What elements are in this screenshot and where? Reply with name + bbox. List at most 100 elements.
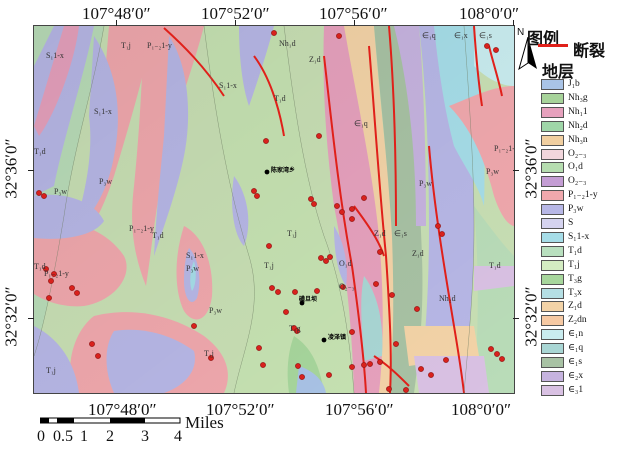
legend-code: Z₂dn bbox=[568, 315, 587, 326]
unit-label: Nh₁d bbox=[279, 39, 296, 48]
legend-item: ∈₁s bbox=[541, 357, 617, 369]
unit-label: ∈₁q bbox=[354, 119, 368, 128]
north-arrow-icon bbox=[518, 37, 537, 71]
legend-swatch bbox=[541, 384, 564, 396]
unit-label: S₁1-x bbox=[219, 81, 237, 90]
legend-code: ∈₁s bbox=[568, 357, 583, 367]
legend-swatch bbox=[541, 204, 564, 216]
unit-label: T₁j bbox=[204, 349, 214, 358]
legend-item: P₃w bbox=[541, 204, 617, 216]
unit-label: P₁₋₂1-y bbox=[494, 144, 514, 153]
legend-swatch bbox=[541, 315, 564, 327]
right-coord-2: 32°32′0″ bbox=[521, 286, 541, 347]
legend-code: T₁j bbox=[568, 259, 580, 270]
legend-item: ∈₃1 bbox=[541, 384, 617, 397]
tick-right-1 bbox=[513, 170, 519, 171]
legend-title: 图例 bbox=[527, 29, 560, 48]
legend-swatch bbox=[541, 259, 564, 271]
unit-label: O₁d bbox=[339, 259, 352, 268]
unit-label: O₂₋₃ bbox=[339, 282, 355, 291]
scale-label-4: 4 bbox=[174, 428, 182, 445]
unit-label: P₁₋₂1-y bbox=[147, 41, 172, 50]
tick-top-3 bbox=[354, 20, 355, 26]
formation-boundaries bbox=[34, 26, 475, 393]
unit-label-group: T₁j P₁₋₂1-y S₁1-x Nh₁d Z₁d ∈₁q ∈₁x ∈₁s T₁d S₁1-x P… bbox=[34, 31, 514, 375]
place-label-huangdanba: 磺旦坝 bbox=[299, 295, 317, 303]
tick-left-1 bbox=[28, 170, 34, 171]
unit-label: S₁1-x bbox=[186, 251, 204, 260]
unit-label: P₃w bbox=[419, 179, 432, 188]
unit-label: T₁d bbox=[34, 147, 46, 156]
legend-item: ∈₁n bbox=[541, 329, 617, 341]
right-coord-1: 32°36′0″ bbox=[521, 138, 541, 199]
scale-label-0-5: 0.5 bbox=[53, 428, 73, 445]
scale-unit: Miles bbox=[185, 413, 224, 432]
scale-label-1: 1 bbox=[80, 428, 88, 445]
legend-item: O₂₋₃ bbox=[541, 176, 617, 188]
unit-label: P₃w bbox=[186, 264, 199, 273]
unit-label: T₁j bbox=[287, 229, 297, 238]
unit-label: Z₁d bbox=[412, 249, 424, 258]
legend-item: S bbox=[541, 218, 617, 230]
scale-label-0: 0 bbox=[37, 428, 45, 445]
unit-label: ∈₁q bbox=[422, 31, 436, 40]
legend-code: ∈₁q bbox=[568, 343, 584, 354]
legend-swatch bbox=[541, 370, 564, 382]
scale-label-3: 3 bbox=[141, 428, 149, 445]
legend-swatch bbox=[541, 245, 564, 257]
tick-top-1 bbox=[116, 20, 117, 26]
legend-code: ∈₂x bbox=[568, 370, 584, 381]
legend-code: Nh₂d bbox=[568, 120, 588, 131]
legend-code: ∈₁n bbox=[568, 329, 584, 340]
legend-item: ∈₂x bbox=[541, 370, 617, 383]
legend-code: O₂₋₃ bbox=[568, 148, 587, 159]
tick-right-2 bbox=[513, 318, 519, 319]
legend-code: P₁₋₂1-y bbox=[568, 190, 598, 201]
legend-code: ∈₃1 bbox=[568, 384, 584, 395]
scale-bar bbox=[39, 412, 190, 424]
unit-label: T₁d bbox=[34, 262, 46, 271]
legend-swatch bbox=[541, 357, 564, 368]
unit-label: Z₁d bbox=[374, 229, 386, 238]
bottom-coord-3: 107°56′0″ bbox=[325, 400, 394, 419]
unit-label: ∈₁s bbox=[394, 229, 407, 238]
legend-swatch bbox=[541, 79, 564, 90]
legend-item: Z₂dn bbox=[541, 315, 617, 327]
legend-code: O₂₋₃ bbox=[568, 176, 587, 187]
legend-code: J₁b bbox=[568, 79, 580, 89]
fault-lines bbox=[163, 26, 503, 393]
north-letter: N bbox=[517, 27, 525, 38]
legend-swatch bbox=[541, 301, 564, 313]
legend-swatch bbox=[541, 120, 564, 132]
legend-code: Z₁d bbox=[568, 301, 582, 312]
place-markers bbox=[264, 169, 327, 343]
unit-label: Z₁d bbox=[309, 55, 321, 64]
legend-code: T₃x bbox=[568, 287, 582, 298]
legend-swatch bbox=[541, 162, 564, 174]
unit-label: T₁j bbox=[264, 261, 274, 270]
legend-code: T₁d bbox=[568, 245, 582, 256]
strata-label: 地层 bbox=[542, 62, 575, 81]
legend-code: Nh₃g bbox=[568, 92, 588, 103]
legend-swatch bbox=[541, 92, 564, 104]
legend-item: T₁d bbox=[541, 245, 617, 258]
geologic-map[interactable]: T₁j P₁₋₂1-y S₁1-x Nh₁d Z₁d ∈₁q ∈₁x ∈₁s T₁d S₁1-x P… bbox=[33, 25, 515, 394]
bottom-coord-2: 107°52′0″ bbox=[206, 400, 275, 419]
top-coord-4: 108°0′0″ bbox=[459, 4, 520, 23]
legend-swatch bbox=[541, 176, 564, 188]
legend-code: Nh₁1 bbox=[568, 106, 588, 117]
geologic-map-canvas: T₁j P₁₋₂1-y S₁1-x Nh₁d Z₁d ∈₁q ∈₁x ∈₁s T₁d S₁1-x P… bbox=[34, 26, 514, 393]
fault-label: 断裂 bbox=[573, 41, 606, 60]
hillshade-overlay bbox=[34, 26, 514, 393]
tick-top-4 bbox=[513, 20, 514, 26]
legend-item: Nh₂d bbox=[541, 120, 617, 133]
legend-swatch bbox=[541, 148, 564, 160]
legend-swatch bbox=[541, 190, 564, 202]
unit-label: P₃w bbox=[209, 306, 222, 315]
legend-code: S bbox=[568, 218, 574, 228]
legend-item: Nh₃g bbox=[541, 92, 617, 105]
legend-item: T₃g bbox=[541, 273, 617, 286]
legend-code: T₃g bbox=[568, 273, 582, 284]
legend-code: S₁1-x bbox=[568, 231, 590, 242]
legend-item: P₁₋₂1-y bbox=[541, 190, 617, 202]
